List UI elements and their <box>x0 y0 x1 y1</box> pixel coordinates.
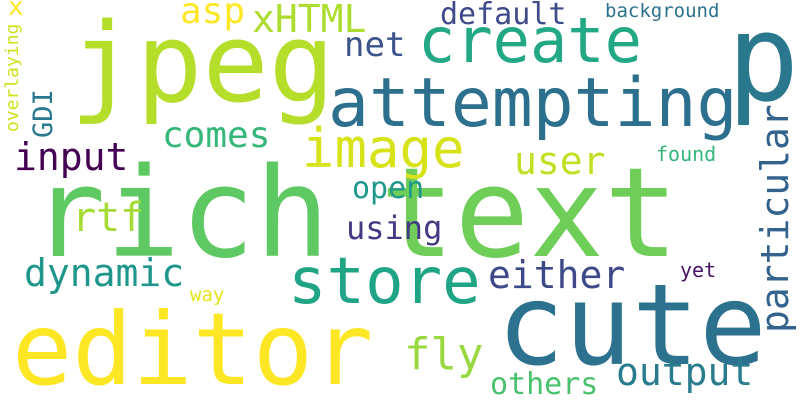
word-p: p <box>727 0 800 129</box>
word-cute: cute <box>497 261 767 391</box>
word-open: open <box>352 171 425 206</box>
word-attempting: attempting <box>328 64 738 143</box>
word-asp: asp <box>180 0 246 32</box>
word-net: net <box>344 25 406 65</box>
word-output: output <box>616 350 754 394</box>
word-others: others <box>490 367 599 400</box>
word-yet: yet <box>680 258 717 282</box>
word-create: create <box>418 4 642 77</box>
word-GDI: GDI <box>28 89 59 138</box>
word-xHTML: xHTML <box>252 0 367 41</box>
word-overlaying: overlaying <box>2 23 23 132</box>
word-x: x <box>8 0 24 22</box>
word-rich: rich <box>31 142 330 286</box>
word-editor: editor <box>12 291 374 400</box>
word-user: user <box>514 139 606 183</box>
word-fly: fly <box>404 329 484 380</box>
word-way: way <box>190 284 225 306</box>
word-particular: particular <box>753 104 797 333</box>
word-background: background <box>605 0 720 22</box>
word-found: found <box>656 142 717 166</box>
word-image: image <box>302 117 465 180</box>
word-rtf: rtf <box>72 195 145 241</box>
word-dynamic: dynamic <box>24 251 185 295</box>
word-text: text <box>380 142 679 286</box>
word-input: input <box>14 135 129 179</box>
word-store: store <box>288 245 481 319</box>
word-comes: comes <box>162 115 271 156</box>
word-jpeg: jpeg <box>70 0 335 127</box>
word-default: default <box>440 0 567 32</box>
word-using: using <box>346 209 443 247</box>
word-either: either <box>488 253 626 297</box>
